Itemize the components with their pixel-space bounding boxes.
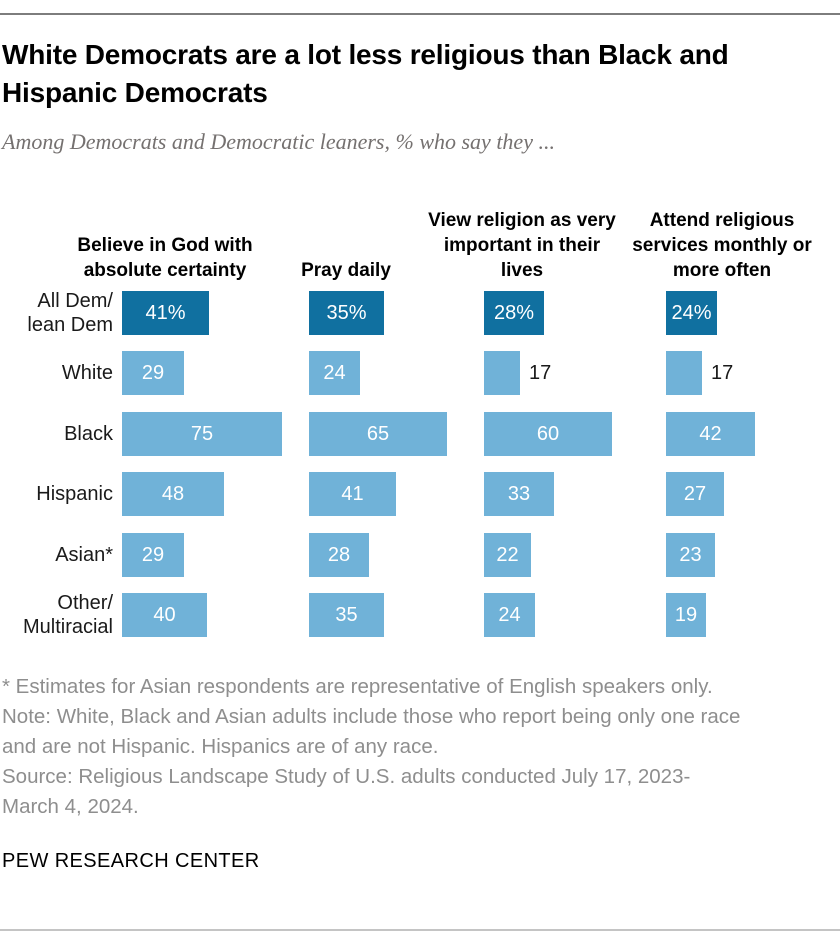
note-line: * Estimates for Asian respondents are re…	[2, 675, 713, 698]
column-header: View religion as very important in their…	[428, 210, 616, 281]
note-line: Source: Religious Landscape Study of U.S…	[2, 765, 691, 788]
bar: 35	[309, 593, 384, 637]
bar: 22	[484, 533, 531, 577]
row-label: White	[61, 362, 113, 384]
chart-row: Hispanic 48 41 33 27	[0, 472, 840, 516]
column-header: Pray daily	[301, 260, 391, 281]
bar: 65	[309, 412, 447, 456]
bar	[666, 351, 702, 395]
bar: 41%	[122, 291, 209, 335]
bar: 42	[666, 412, 755, 456]
bar: 19	[666, 593, 706, 637]
bar: 28%	[484, 291, 544, 335]
bar-value: 35%	[326, 301, 367, 324]
chart-rows: All Dem/ lean Dem 41% 35% 28% 24% White 29 24 17…	[0, 290, 840, 641]
bar: 48	[122, 472, 224, 516]
bar-value: 24%	[671, 301, 712, 324]
bar-value: 19	[674, 603, 698, 626]
chart-row: Other/ Multiracial 40 35 24 19	[0, 592, 840, 638]
chart-notes: * Estimates for Asian respondents are re…	[2, 672, 832, 822]
bar-value: 22	[496, 543, 519, 566]
bar-value: 28	[327, 543, 351, 566]
bar-value: 29	[141, 543, 165, 566]
column-header: Believe in God with absolute certainty	[77, 235, 253, 281]
brand-wordmark: PEW RESEARCH CENTER	[2, 850, 260, 872]
bar-value: 60	[536, 422, 560, 445]
bar-value: 33	[507, 482, 531, 505]
page-title: White Democrats are a lot less religious…	[2, 39, 729, 108]
row-label: All Dem/ lean Dem	[27, 290, 113, 336]
bar-value: 65	[366, 422, 390, 445]
column-headers: Believe in God with absolute certainty Pr…	[0, 195, 840, 283]
bar: 23	[666, 533, 715, 577]
bar-value: 48	[161, 482, 185, 505]
row-label: Hispanic	[36, 483, 113, 505]
bar-value: 41%	[145, 301, 186, 324]
bar-value: 41	[341, 482, 364, 505]
column-header: Attend religious services monthly or mor…	[632, 210, 812, 281]
bar	[484, 351, 520, 395]
bar-value: 75	[190, 422, 214, 445]
bar-value: 24	[323, 361, 346, 384]
bar: 27	[666, 472, 724, 516]
bottom-divider	[0, 929, 840, 931]
bar-value: 29	[141, 361, 165, 384]
bar-value: 42	[699, 422, 722, 445]
bar: 75	[122, 412, 282, 456]
bar: 41	[309, 472, 396, 516]
bar: 60	[484, 412, 612, 456]
note-line: March 4, 2024.	[2, 795, 139, 818]
bar-value-outside: 17	[711, 362, 734, 384]
bar-value: 40	[153, 603, 176, 626]
bar-value: 24	[498, 603, 521, 626]
chart-row: Black 75 65 60 42	[0, 412, 840, 456]
row-label: Other/ Multiracial	[22, 592, 113, 638]
chart-row: White 29 24 17 17	[0, 351, 840, 395]
bar-value: 27	[683, 482, 707, 505]
bar-value-outside: 17	[529, 362, 552, 384]
row-label: Asian*	[55, 544, 113, 566]
bar: 24	[484, 593, 535, 637]
bar: 24%	[666, 291, 717, 335]
note-line: Note: White, Black and Asian adults incl…	[2, 705, 741, 728]
bar-value: 28%	[493, 301, 535, 324]
chart-subtitle: Among Democrats and Democratic leaners, …	[2, 129, 555, 154]
chart-row: Asian* 29 28 22 23	[0, 533, 840, 577]
row-label: Black	[64, 423, 113, 445]
top-divider	[0, 13, 840, 15]
bar-chart: Believe in God with absolute certainty Pr…	[0, 195, 840, 641]
bar: 29	[122, 533, 184, 577]
bar: 28	[309, 533, 369, 577]
note-line: and are not Hispanic. Hispanics are of a…	[2, 735, 439, 758]
bar: 29	[122, 351, 184, 395]
bar: 33	[484, 472, 554, 516]
bar: 40	[122, 593, 207, 637]
chart-row: All Dem/ lean Dem 41% 35% 28% 24%	[0, 290, 840, 336]
bar-value: 35	[335, 603, 358, 626]
bar-value: 23	[679, 543, 702, 566]
bar: 24	[309, 351, 360, 395]
bar: 35%	[309, 291, 384, 335]
